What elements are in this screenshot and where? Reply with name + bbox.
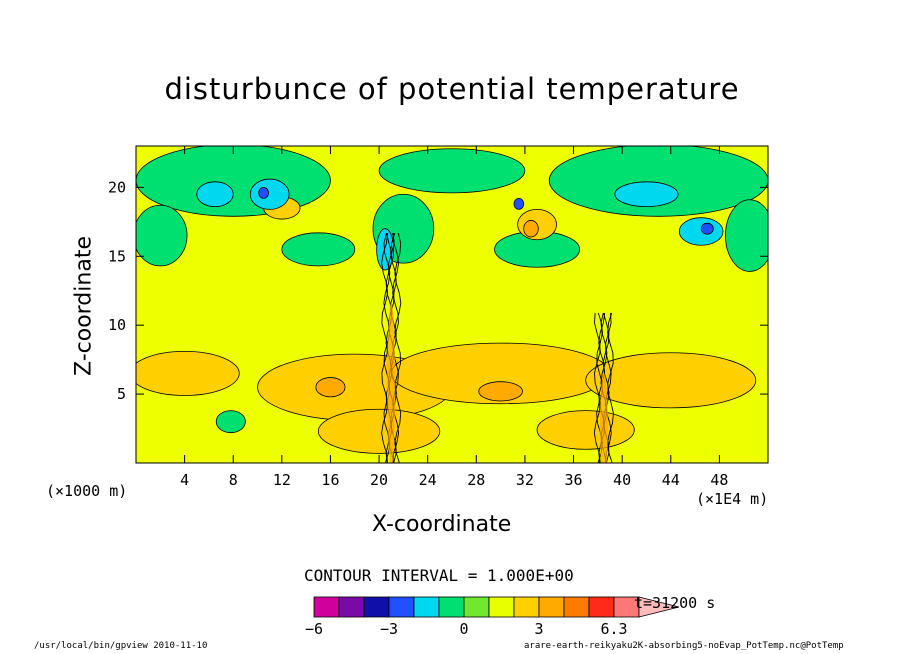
contour-interval-text: CONTOUR INTERVAL = 1.000E+00 <box>304 566 574 585</box>
colorbar-tick-label: 3 <box>534 620 543 638</box>
x-tick-label: 16 <box>321 471 339 489</box>
y-tick-label: 10 <box>108 316 126 334</box>
x-tick-label: 8 <box>229 471 238 489</box>
footer-file-info: arare-earth-reikyaku2K-absorbing5-noEvap… <box>524 641 844 651</box>
contour-region-green <box>725 199 768 272</box>
contour-region-orange <box>585 352 757 409</box>
y-axis-label: Z-coordinate <box>71 236 97 376</box>
x-tick-label: 32 <box>516 471 534 489</box>
colorbar-swatch <box>463 596 490 618</box>
y-tick-label: 5 <box>117 385 126 403</box>
y-tick-label: 15 <box>108 247 126 265</box>
x-tick-label: 44 <box>662 471 680 489</box>
time-stamp: t=31200 s <box>634 594 716 612</box>
y-tick-label: 20 <box>108 178 126 196</box>
contour-region-cyan <box>678 217 724 246</box>
colorbar-swatch <box>388 596 415 618</box>
contour-region-green <box>215 410 246 434</box>
contour-region-cyan <box>614 181 679 208</box>
x-tick-label: 4 <box>180 471 189 489</box>
contour-region-orange <box>536 410 635 450</box>
plume-2 <box>593 312 614 463</box>
colorbar-swatch <box>588 596 615 618</box>
x-tick-label: 20 <box>370 471 388 489</box>
contour-region-blue <box>513 197 525 210</box>
chart-title: disturbunce of potential temperature <box>164 72 740 106</box>
x-tick-label: 36 <box>565 471 583 489</box>
x-tick-label: 12 <box>273 471 291 489</box>
contour-region-darkorange <box>315 377 346 398</box>
colorbar-swatch <box>488 596 515 618</box>
x-tick-label: 48 <box>710 471 728 489</box>
contour-region-green <box>281 232 356 267</box>
colorbar-swatch <box>313 596 340 618</box>
colorbar-swatch <box>338 596 365 618</box>
contour-region-darkorange <box>523 220 539 238</box>
x-unit-note-secondary: (×1E4 m) <box>696 490 769 508</box>
contour-region-darkorange <box>478 381 523 402</box>
contour-region-orange <box>317 408 441 454</box>
colorbar-swatch <box>363 596 390 618</box>
colorbar-extend-arrow <box>638 596 680 618</box>
contour-region-cyan <box>249 178 290 210</box>
colorbar-tick-label: 0 <box>459 620 468 638</box>
x-tick-label: 24 <box>419 471 437 489</box>
colorbar-swatch <box>513 596 540 618</box>
colorbar-tick-label: −3 <box>380 620 398 638</box>
footer-program-info: /usr/local/bin/gpview 2010-11-10 <box>34 641 208 651</box>
x-tick-label: 40 <box>613 471 631 489</box>
x-tick-label: 28 <box>467 471 485 489</box>
colorbar-tick-label: 6.3 <box>600 620 627 638</box>
plume-1 <box>381 232 402 463</box>
plot-frame <box>135 145 769 464</box>
x-unit-note: (×1000 m) <box>46 482 128 500</box>
colorbar-swatch <box>563 596 590 618</box>
contour-region-blue <box>258 186 269 199</box>
colorbar-swatch <box>413 596 440 618</box>
contour-region-green <box>378 148 526 194</box>
colorbar-swatch <box>538 596 565 618</box>
x-axis-label: X-coordinate <box>372 512 512 537</box>
colorbar-swatch <box>438 596 465 618</box>
contour-region-cyan <box>196 181 234 208</box>
contour-region-blue <box>700 222 714 235</box>
contour-region-orange <box>136 350 240 396</box>
contour-region-green <box>136 204 188 267</box>
colorbar-tick-label: −6 <box>305 620 323 638</box>
